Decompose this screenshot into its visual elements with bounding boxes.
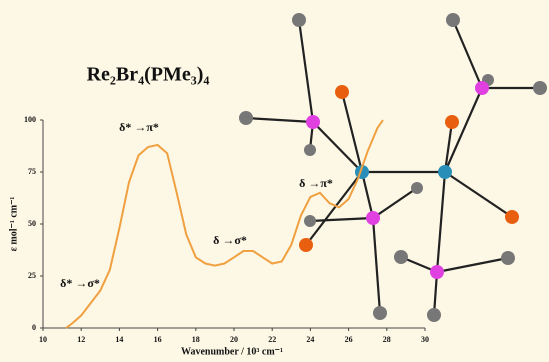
y-tick-label: 0 [32, 323, 36, 332]
y-tick-label: 25 [28, 271, 36, 280]
chart: Re₂Br₄(PMe₃)₄ Wavenumber / 10³ cm⁻¹ ε mo… [0, 0, 549, 362]
x-tick-label: 16 [154, 335, 162, 344]
x-tick-label: 20 [230, 335, 238, 344]
y-axis-label: ε mol⁻¹ cm⁻¹ [8, 197, 19, 252]
annotation: δ →π* [299, 176, 333, 190]
x-axis-label: Wavenumber / 10³ cm⁻¹ [181, 346, 283, 357]
annotation: δ* →π* [119, 120, 159, 134]
chart-title: Re₂Br₄(PMe₃)₄ [87, 64, 210, 86]
x-tick-label: 10 [39, 335, 47, 344]
x-tick-label: 12 [77, 335, 85, 344]
x-tick-label: 28 [383, 335, 391, 344]
y-tick-label: 50 [28, 219, 36, 228]
y-tick-label: 100 [24, 115, 36, 124]
x-tick-label: 24 [306, 335, 314, 344]
y-tick-label: 75 [28, 167, 36, 176]
x-tick-label: 14 [115, 335, 123, 344]
x-tick-label: 26 [345, 335, 353, 344]
x-tick-label: 18 [192, 335, 200, 344]
annotation: δ* →σ* [60, 276, 100, 290]
annotation: δ →σ* [213, 233, 247, 247]
x-tick-label: 30 [421, 335, 429, 344]
x-tick-label: 22 [268, 335, 276, 344]
